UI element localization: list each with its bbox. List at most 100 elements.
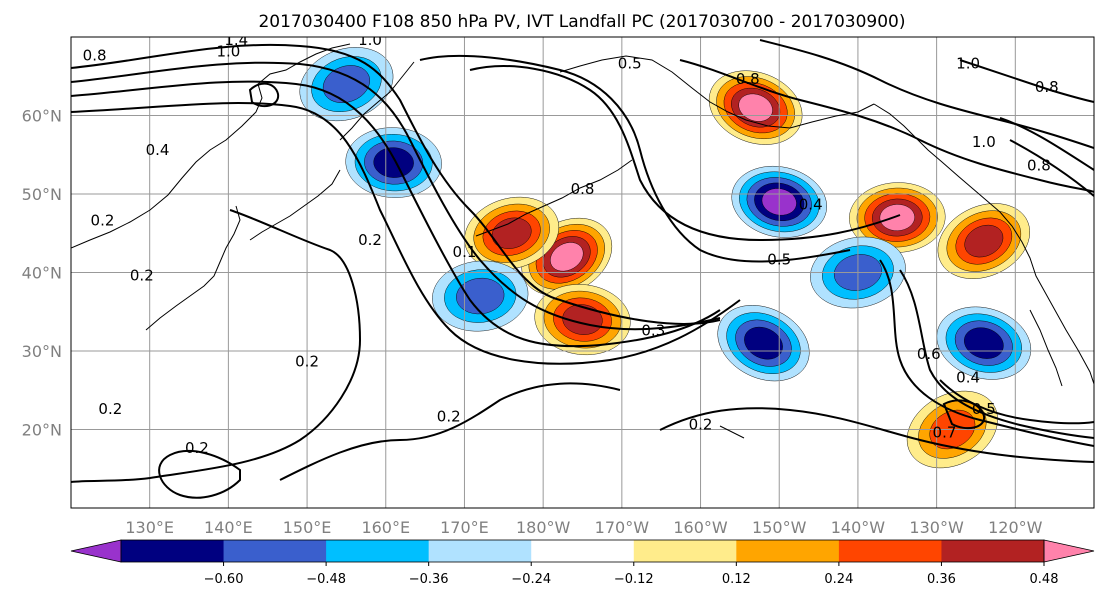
contour-label: 0.8 (571, 180, 595, 198)
contour-labels: 0.81.41.01.00.40.20.20.10.20.20.20.20.30… (83, 23, 1059, 457)
contour-label: 0.8 (1035, 78, 1059, 96)
contour-label: 0.8 (83, 47, 107, 65)
contour-line (248, 82, 280, 108)
coastline-aleutians (475, 159, 633, 237)
colorbar-segment (326, 540, 430, 562)
contour-label: 0.8 (940, 23, 964, 41)
colorbar-tick-label: 0.36 (927, 572, 956, 587)
contour-line (279, 382, 621, 481)
contour-line (942, 399, 986, 430)
x-tick-label: 120°W (988, 518, 1043, 537)
colorbar-segment (121, 540, 225, 562)
colorbar-segment (531, 540, 635, 562)
contour-line (1009, 139, 1094, 197)
colorbar-segment (428, 540, 532, 562)
x-tick-label: 150°W (752, 518, 807, 537)
contour-label: 1.0 (956, 54, 980, 72)
contour-label: 0.2 (358, 231, 382, 249)
colorbar-segment (736, 540, 840, 562)
anomaly-region (849, 182, 946, 253)
coastline-alaska (559, 55, 875, 129)
colorbar-extend-high (1043, 539, 1095, 563)
colorbar-tick-label: −0.60 (204, 572, 244, 587)
y-tick-label: 20°N (22, 421, 62, 440)
contour-label: 0.7 (933, 423, 957, 441)
contour-line (679, 59, 1094, 193)
x-tick-label: 170°E (440, 518, 489, 537)
coastlines (71, 43, 1094, 439)
chart-title: 2017030400 F108 850 hPa PV, IVT Landfall… (258, 12, 905, 32)
colorbar-segment (941, 540, 1045, 562)
contour-label: 1.4 (224, 31, 248, 49)
map-area: 0.81.41.01.00.40.20.20.10.20.20.20.20.30… (71, 23, 1094, 508)
contour-label: 0.2 (91, 211, 115, 229)
anomaly-region (717, 305, 810, 382)
anomaly-level (879, 204, 915, 231)
y-tick-label: 50°N (22, 185, 62, 204)
coastline-kuril (249, 169, 341, 241)
contour-label: 0.2 (98, 400, 122, 418)
x-tick-label: 160°W (673, 518, 728, 537)
contour-line (71, 80, 721, 348)
x-tick-label: 140°W (831, 518, 886, 537)
anomaly-region (936, 306, 1032, 380)
anomaly-region (534, 284, 631, 356)
colorbar-tick-label: −0.36 (409, 572, 449, 587)
contour-label: 0.8 (1027, 156, 1051, 174)
x-tick-label: 160°E (361, 518, 410, 537)
contour-label: 0.2 (130, 266, 154, 284)
colorbar-tick-label: 0.12 (722, 572, 751, 587)
x-tick-label: 180°W (516, 518, 571, 537)
contour-line (959, 59, 1094, 103)
contour-label: 0.8 (736, 70, 760, 88)
colorbar-frame (120, 539, 1045, 563)
contour-line (71, 43, 721, 325)
colorbar-tick-label: −0.48 (306, 572, 346, 587)
contour-label: 1.0 (216, 43, 240, 61)
contour-line (71, 101, 741, 365)
colorbar: −0.60 −0.48 −0.36 −0.24 −0.12 0.12 0.24 0.36 0.4… (70, 539, 1095, 587)
colorbar-tick-label: −0.12 (614, 572, 654, 587)
coastline-baja (1029, 309, 1063, 387)
y-tick-label: 40°N (22, 264, 62, 283)
contour-label: 0.5 (767, 251, 791, 269)
contour-line (879, 259, 1094, 447)
contour-label: 0.2 (295, 353, 319, 371)
contour-label: 0.4 (146, 141, 170, 159)
contour-label: 0.2 (185, 439, 209, 457)
coastline-hawaii (719, 425, 745, 439)
contour-label: 0.5 (972, 400, 996, 418)
anomaly-level (550, 242, 584, 272)
contour-label: 0.5 (618, 54, 642, 72)
contour-line (659, 407, 1094, 463)
contour-label: 0.6 (917, 345, 941, 363)
x-tick-label: 140°E (204, 518, 253, 537)
anomaly-level (373, 147, 414, 178)
contour-line (158, 450, 241, 499)
anomaly-level (738, 93, 773, 122)
colorbar-tick-label: 0.48 (1030, 572, 1059, 587)
y-tick-label: 60°N (22, 107, 62, 126)
colorbar-extend-low (70, 539, 122, 563)
contour-label: 1.0 (972, 133, 996, 151)
contour-line (939, 379, 1094, 425)
contour-line (419, 54, 851, 263)
contour-line (71, 209, 362, 483)
x-tick-label: 130°W (909, 518, 964, 537)
anomaly-region (521, 217, 613, 296)
contour-line (469, 65, 901, 242)
y-axis-ticks: 20°N 30°N 40°N 50°N 60°N (22, 107, 62, 440)
anomaly-level (964, 224, 1004, 258)
x-tick-label: 150°E (283, 518, 332, 537)
contour-line (71, 61, 721, 331)
contour-label: 0.4 (956, 368, 980, 386)
anomaly-region (345, 127, 442, 198)
contour-line (999, 117, 1094, 171)
map-frame (70, 36, 1095, 509)
colorbar-segment (633, 540, 737, 562)
contour-line (759, 39, 1094, 149)
coastline-kamchatka (339, 61, 415, 141)
colorbar-tick-label: −0.24 (511, 572, 551, 587)
contour-label: 0.2 (437, 408, 461, 426)
x-tick-label: 130°E (125, 518, 174, 537)
